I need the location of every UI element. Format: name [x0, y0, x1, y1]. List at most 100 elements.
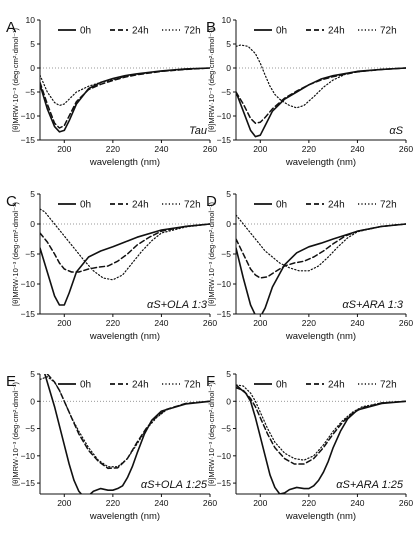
series-line-72h	[40, 208, 210, 281]
y-tick-label: −15	[217, 478, 232, 488]
x-tick-label: 240	[350, 144, 364, 154]
legend-label-0h: 0h	[80, 26, 91, 37]
series-line-72h	[236, 384, 406, 461]
panel-a: A −15 −10 −5 0 5 10 200 220 240 260 wavelength (nm)…	[6, 15, 217, 168]
legend-label-0h: 0h	[276, 200, 287, 211]
y-tick-label: 0	[226, 396, 231, 406]
y-tick-label: −15	[217, 309, 232, 319]
y-tick-label: −5	[25, 87, 35, 97]
x-tick-label: 240	[350, 318, 364, 328]
x-tick-label: 260	[399, 318, 413, 328]
x-tick-label: 260	[203, 318, 217, 328]
x-axis-label: wavelength (nm)	[285, 331, 356, 342]
x-axis-label: wavelength (nm)	[285, 157, 356, 168]
legend-label-0h: 0h	[276, 26, 287, 37]
y-tick-label: 5	[226, 189, 231, 199]
panel-letter: B	[206, 19, 216, 36]
panel-letter: F	[206, 373, 215, 390]
x-axis-label: wavelength (nm)	[89, 157, 160, 168]
legend: 0h 24h 72h	[254, 26, 397, 37]
y-tick-label: 0	[226, 219, 231, 229]
panel-letter: A	[6, 19, 16, 36]
legend: 0h 24h 72h	[58, 200, 201, 211]
x-tick-label: 220	[106, 498, 120, 508]
legend-label-72h: 72h	[184, 380, 201, 391]
panel-annotation: αS+OLA 1:3	[147, 299, 208, 311]
legend: 0h 24h 72h	[254, 380, 397, 391]
legend-label-24h: 24h	[328, 26, 345, 37]
series-line-24h	[236, 67, 406, 124]
y-tick-label: −10	[21, 111, 36, 121]
legend-label-72h: 72h	[184, 26, 201, 37]
y-tick-label: −10	[217, 279, 232, 289]
legend-label-0h: 0h	[276, 380, 287, 391]
y-tick-label: −10	[217, 451, 232, 461]
series-line-72h	[236, 44, 406, 109]
x-axis-label: wavelength (nm)	[89, 331, 160, 342]
legend-label-0h: 0h	[80, 200, 91, 211]
legend: 0h 24h 72h	[58, 26, 201, 37]
y-axis-label: [θ]MRW·10⁻³ (deg·cm²·dmol⁻¹)	[207, 27, 216, 132]
x-tick-label: 200	[57, 144, 71, 154]
y-tick-label: −15	[21, 478, 36, 488]
legend-label-72h: 72h	[380, 26, 397, 37]
x-tick-label: 200	[253, 144, 267, 154]
y-tick-label: 5	[30, 39, 35, 49]
y-tick-label: −5	[221, 87, 231, 97]
y-tick-label: 5	[226, 39, 231, 49]
x-tick-label: 200	[253, 498, 267, 508]
panel-f: F −15 −10 −5 0 5 200 220 240 260 wavelength (nm) [θ…	[206, 369, 413, 522]
panel-annotation: αS+ARA 1:25	[336, 479, 404, 491]
y-axis-label: [θ]MRW·10⁻³ (deg·cm²·dmol⁻¹)	[11, 201, 20, 306]
y-tick-label: −15	[217, 135, 232, 145]
series-line-0h	[44, 374, 210, 494]
panel-letter: E	[6, 373, 16, 390]
series-line-24h	[40, 67, 210, 129]
series-line-0h	[236, 384, 406, 494]
panel-letter: C	[6, 193, 17, 210]
y-tick-label: −10	[21, 279, 36, 289]
x-tick-label: 220	[302, 498, 316, 508]
series-line-72h	[236, 214, 406, 272]
series-line-0h	[40, 67, 210, 133]
series-line-24h	[40, 223, 210, 273]
panel-annotation: αS+ARA 1:3	[342, 299, 403, 311]
series-line-0h	[40, 223, 210, 306]
panel-letter: D	[206, 193, 217, 210]
legend-label-24h: 24h	[132, 380, 149, 391]
series-line-24h	[236, 386, 406, 465]
x-tick-label: 240	[154, 144, 168, 154]
legend-label-0h: 0h	[80, 380, 91, 391]
legend-label-72h: 72h	[380, 380, 397, 391]
y-tick-label: −10	[21, 451, 36, 461]
y-tick-label: 0	[30, 396, 35, 406]
panel-e: E −15 −10 −5 0 5 200 220 240 260 wavelength (nm) [θ…	[6, 369, 217, 522]
x-axis-label: wavelength (nm)	[285, 511, 356, 522]
panel-b: B −15 −10 −5 0 5 10 200 220 240 260 wavelength (nm)…	[206, 15, 413, 168]
y-axis-label: [θ]MRW·10⁻³ (deg·cm²·dmol⁻¹)	[11, 27, 20, 132]
x-tick-label: 260	[399, 498, 413, 508]
y-tick-label: 0	[226, 63, 231, 73]
series-line-72h	[40, 376, 210, 468]
y-tick-label: −10	[217, 111, 232, 121]
legend-label-24h: 24h	[132, 200, 149, 211]
series-line-0h	[236, 67, 406, 138]
y-tick-label: 10	[222, 15, 232, 25]
panel-annotation: αS+OLA 1:25	[141, 479, 208, 491]
x-tick-label: 200	[57, 498, 71, 508]
y-tick-label: 0	[30, 219, 35, 229]
x-tick-label: 260	[203, 498, 217, 508]
x-tick-label: 260	[203, 144, 217, 154]
series-line-24h	[236, 223, 406, 279]
legend-label-24h: 24h	[328, 200, 345, 211]
x-tick-label: 240	[350, 498, 364, 508]
panel-annotation: Tau	[189, 125, 207, 137]
x-tick-label: 220	[302, 144, 316, 154]
y-tick-label: 5	[226, 369, 231, 379]
x-tick-label: 260	[399, 144, 413, 154]
y-tick-label: 0	[30, 63, 35, 73]
legend-label-72h: 72h	[184, 200, 201, 211]
y-tick-label: 5	[30, 369, 35, 379]
x-tick-label: 220	[106, 318, 120, 328]
